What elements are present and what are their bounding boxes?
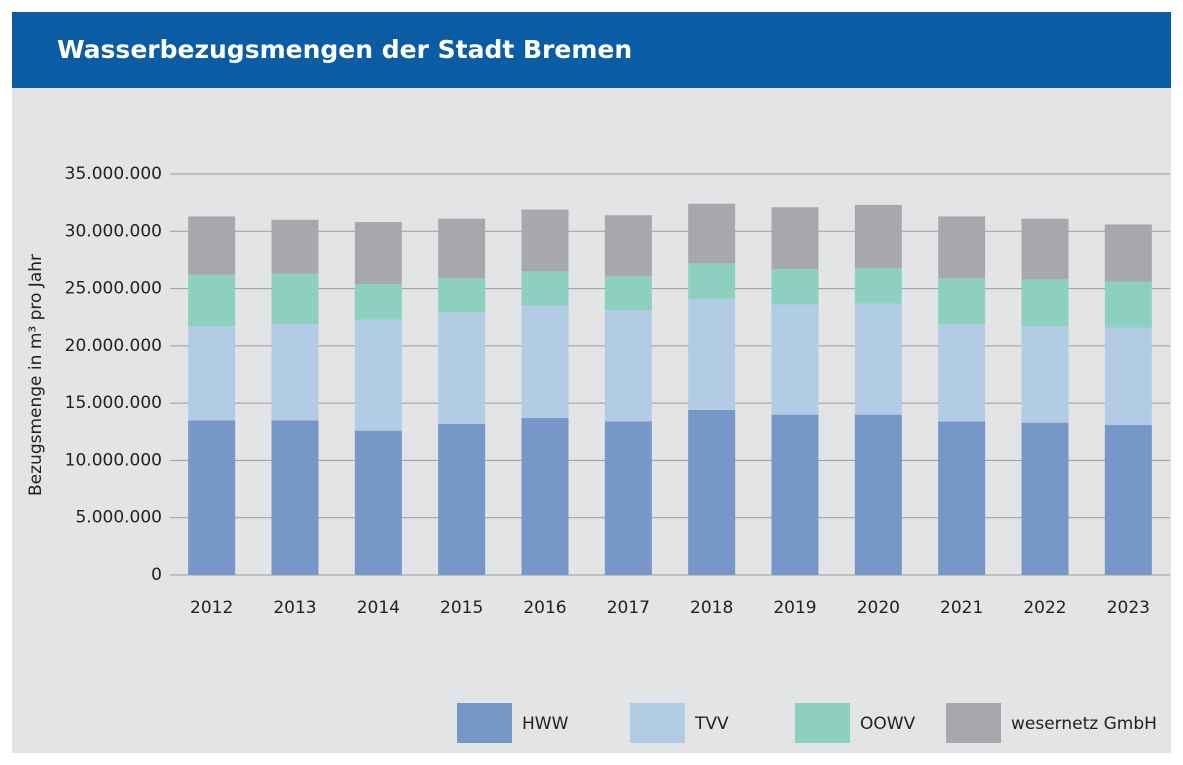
bar-segment [771,414,819,575]
legend-swatch [946,703,1001,743]
legend-swatch [457,703,512,743]
y-tick-label: 0 [151,565,162,585]
bar-segment [854,414,902,575]
bar-segment [771,207,819,270]
x-tick-label: 2012 [190,598,233,618]
x-tick-label: 2014 [357,598,400,618]
legend-label: TVV [694,714,729,734]
x-tick-label: 2021 [940,598,983,618]
y-tick-label: 30.000.000 [65,221,162,241]
bar-segment [438,423,486,575]
x-tick-label: 2013 [273,598,316,618]
y-tick-label: 35.000.000 [65,164,162,184]
background [12,88,1171,753]
header [12,12,1171,88]
bar-segment [604,310,652,422]
bar-segment [438,218,486,279]
y-tick-label: 15.000.000 [65,393,162,413]
bar-segment [1021,218,1069,280]
bar-segment [188,420,236,575]
bar-segment [521,209,569,272]
bar-segment [521,305,569,419]
bar-segment [854,303,902,415]
y-tick-label: 10.000.000 [65,450,162,470]
bar-segment [604,215,652,276]
bar-segment [354,430,402,575]
bar-segment [688,203,736,264]
legend-label: OOWV [860,714,916,734]
bar-segment [438,312,486,424]
bar-segment [854,204,902,268]
bar-segment [771,269,819,305]
bar-segment [771,304,819,415]
bar-segment [688,298,736,411]
x-tick-label: 2023 [1107,598,1150,618]
y-axis-title: Bezugsmenge in m³ pro Jahr [26,254,46,496]
x-tick-label: 2015 [440,598,483,618]
legend-label: wesernetz GmbH [1011,714,1157,734]
x-tick-label: 2018 [690,598,733,618]
legend-label: HWW [522,714,569,734]
bar-segment [354,283,402,320]
x-tick-label: 2017 [607,598,650,618]
bar-segment [938,216,986,279]
bar-segment [271,324,319,421]
bar-segment [354,222,402,284]
bar-segment [271,420,319,575]
bar-segment [188,274,236,327]
bar-segment [938,421,986,575]
legend-swatch [630,703,685,743]
bar-segment [688,410,736,575]
x-tick-label: 2020 [857,598,900,618]
bar-segment [1021,326,1069,423]
y-tick-label: 25.000.000 [65,279,162,299]
x-tick-label: 2016 [523,598,566,618]
bar-segment [271,273,319,325]
bar-segment [521,271,569,306]
bar-segment [271,219,319,274]
bar-segment [188,216,236,275]
x-tick-label: 2019 [773,598,816,618]
bar-segment [854,267,902,304]
y-tick-label: 20.000.000 [65,336,162,356]
chart-title: Wasserbezugsmengen der Stadt Bremen [57,35,632,64]
bar-segment [354,319,402,431]
bar-segment [521,418,569,575]
bar-segment [438,278,486,313]
bar-segment [688,263,736,299]
bar-segment [604,275,652,311]
bar-segment [938,278,986,325]
bar-segment [604,421,652,575]
x-tick-label: 2022 [1023,598,1066,618]
bar-segment [1104,424,1152,575]
bar-segment [188,326,236,421]
y-tick-label: 5.000.000 [75,508,162,528]
bar-segment [1104,281,1152,328]
bar-segment [1104,224,1152,282]
bar-segment [1021,279,1069,327]
legend-swatch [795,703,850,743]
bar-segment [1021,422,1069,575]
bar-segment [1104,327,1152,425]
bar-segment [938,324,986,422]
